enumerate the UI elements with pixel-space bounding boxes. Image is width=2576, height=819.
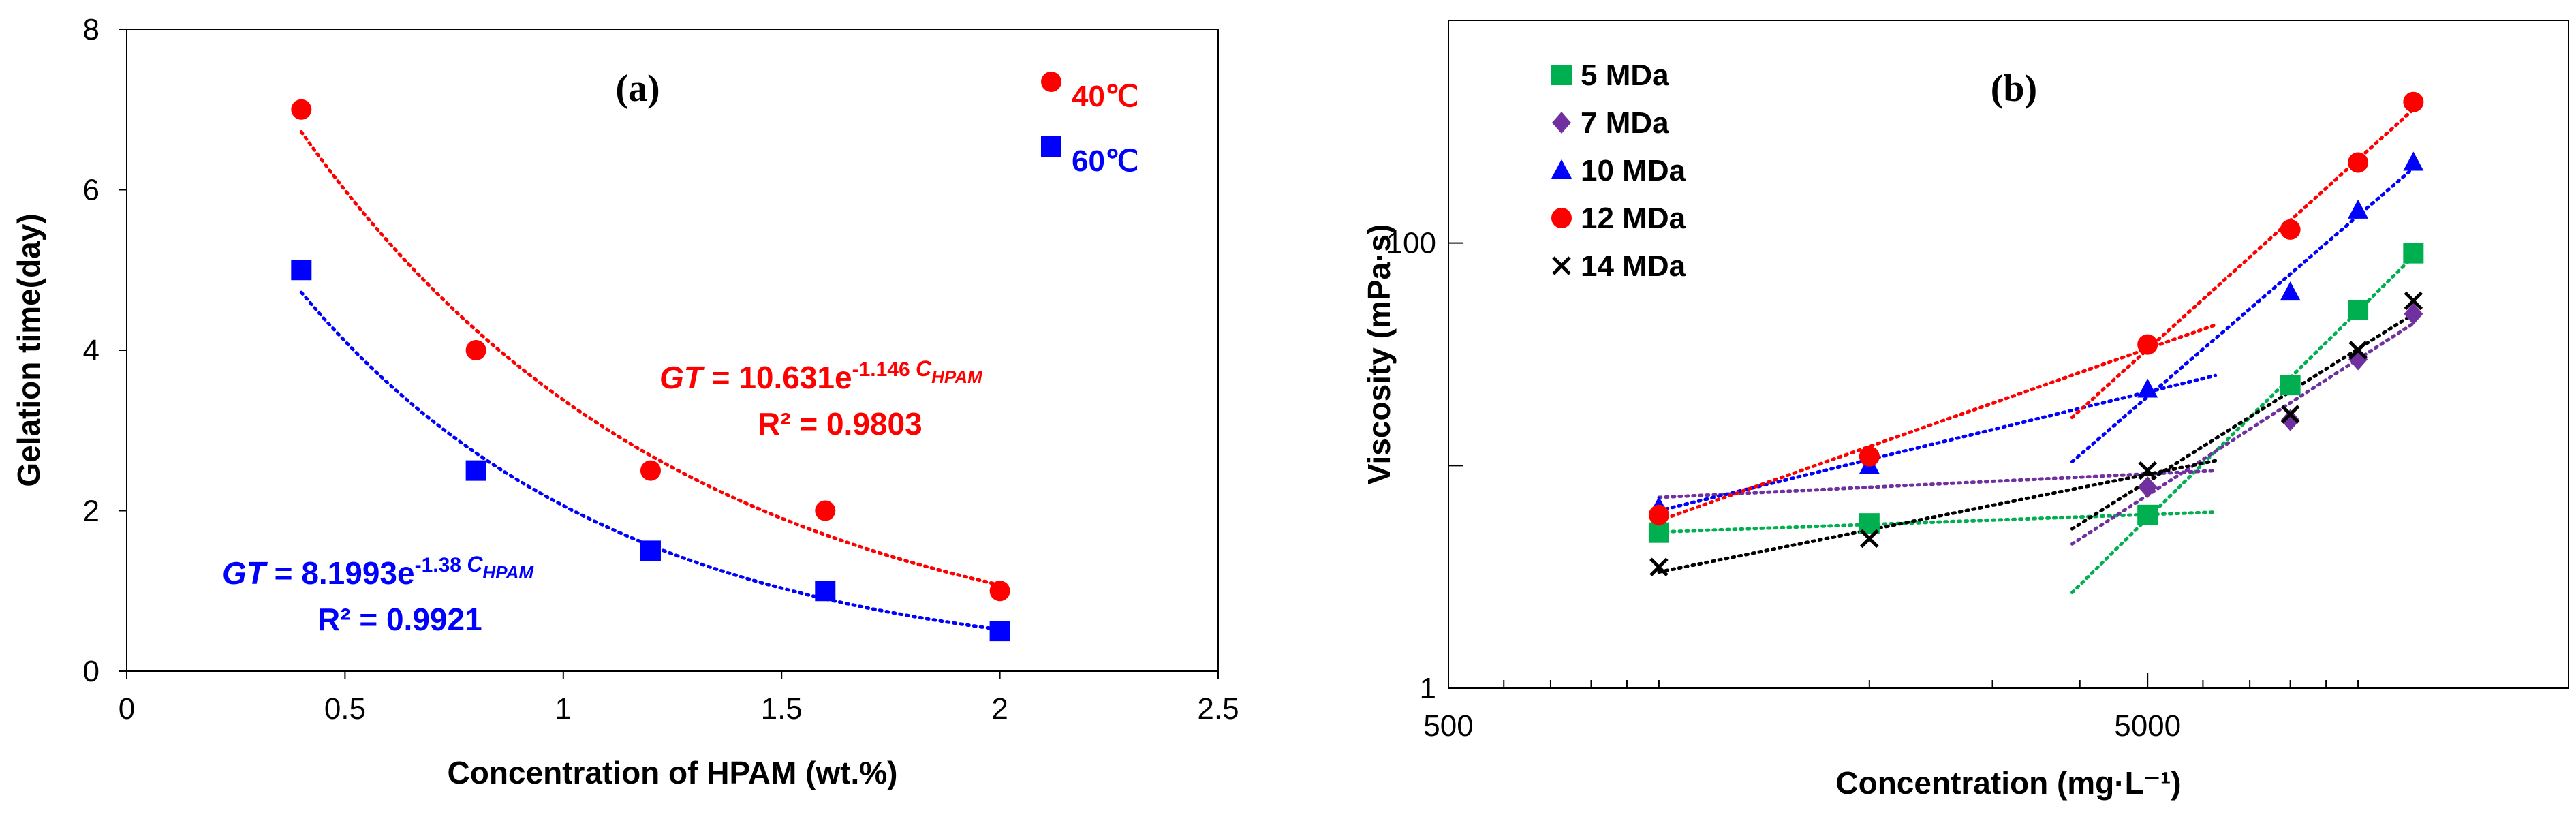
y-tick-label: 100	[1386, 227, 1436, 260]
legend-marker	[1551, 208, 1572, 228]
equation-variable: GT	[222, 555, 268, 591]
legend-marker	[1551, 159, 1572, 179]
data-point-7-mda	[2348, 348, 2368, 371]
y-tick-label: 0	[83, 655, 99, 688]
fit-equation: GT = 8.1993e-1.38 CHPAM	[222, 552, 534, 591]
data-point-60c	[465, 460, 486, 481]
equation-exponent-variable: C	[467, 552, 483, 576]
data-point-5-mda	[2348, 300, 2369, 321]
data-point-12-mda	[2280, 219, 2301, 240]
y-tick-label: 4	[83, 334, 99, 367]
data-point-5-mda	[2280, 375, 2301, 396]
data-point-12-mda	[2403, 91, 2424, 112]
x-axis-label: Concentration (mg·L⁻¹)	[1835, 765, 2181, 801]
legend-label: 60℃	[1072, 144, 1138, 178]
data-point-12-mda	[1648, 504, 1669, 525]
panel-a-chart: 0 0.5 1 1.5 2 2.5 0 2 4 6 8 Concentration of HPAM (…	[11, 13, 1239, 790]
x-tick-label: 5000	[2114, 709, 2181, 743]
legend-label: 12 MDa	[1581, 202, 1686, 235]
equation-exponent: -1.146	[852, 358, 916, 381]
data-point-40c	[640, 460, 661, 481]
data-point-12-mda	[2348, 152, 2369, 173]
data-point-40c	[465, 340, 486, 360]
trend-line	[1657, 459, 2218, 574]
equation-exponent-subscript: HPAM	[482, 562, 534, 583]
data-point-60c	[989, 621, 1010, 642]
data-point-7-mda	[2404, 303, 2423, 325]
panel-title: (b)	[1991, 67, 2037, 110]
data-point-7-mda	[2280, 409, 2300, 431]
legend-label: 7 MDa	[1581, 106, 1669, 140]
trend-line	[1657, 323, 2218, 523]
trend-line	[1657, 510, 2218, 534]
data-point-10-mda	[2348, 199, 2369, 219]
equation-exponent-variable: C	[916, 356, 932, 381]
data-point-60c	[291, 260, 312, 281]
y-axis-label: Gelation time(day)	[11, 213, 46, 486]
equation-exponent-subscript: HPAM	[931, 367, 983, 387]
data-point-14-mda	[1649, 557, 1669, 577]
data-point-40c	[815, 500, 836, 521]
data-point-7-mda	[2138, 476, 2158, 498]
data-point-60c	[815, 581, 836, 602]
trend-line	[1657, 469, 2218, 499]
legend-marker	[1552, 256, 1571, 275]
equation-variable: GT	[659, 360, 706, 395]
data-point-14-mda	[2138, 461, 2157, 480]
legend-marker	[1551, 65, 1572, 85]
data-point-10-mda	[2403, 151, 2424, 171]
y-tick-label: 2	[83, 495, 99, 528]
data-point-14-mda	[2404, 291, 2423, 311]
data-point-14-mda	[2280, 405, 2300, 424]
data-point-14-mda	[1860, 529, 1879, 548]
equation-body: = 10.631e	[703, 360, 852, 395]
r-squared-label: R² = 0.9803	[758, 406, 922, 442]
legend-label: 5 MDa	[1581, 59, 1669, 92]
r-squared-label: R² = 0.9921	[317, 602, 482, 637]
legend-marker	[1041, 72, 1061, 92]
y-axis-label: Viscosity (mPa·s)	[1361, 224, 1397, 485]
data-point-5-mda	[2403, 243, 2424, 264]
x-tick-label: 500	[1423, 709, 1473, 743]
legend-label: 14 MDa	[1581, 249, 1686, 283]
panel-title: (a)	[615, 67, 659, 110]
x-tick-label: 0	[119, 692, 135, 726]
data-point-5-mda	[2137, 504, 2158, 525]
data-point-12-mda	[1859, 446, 1880, 467]
trend-line	[2070, 254, 2415, 595]
equation-exponent: -1.38	[415, 554, 467, 576]
equation-body: = 8.1993e	[266, 555, 415, 591]
y-tick-label: 8	[83, 13, 99, 46]
legend-label: 40℃	[1072, 80, 1138, 113]
y-tick-label: 1	[1420, 672, 1436, 705]
data-point-40c	[291, 99, 312, 120]
fit-equation: GT = 10.631e-1.146 CHPAM	[659, 356, 983, 395]
data-point-40c	[989, 581, 1010, 602]
data-point-10-mda	[2137, 378, 2158, 398]
x-axis-label: Concentration of HPAM (wt.%)	[448, 755, 898, 790]
trend-line	[2070, 322, 2415, 546]
trend-line-40c	[299, 130, 1002, 587]
legend-marker	[1552, 112, 1571, 134]
data-point-14-mda	[2348, 341, 2368, 360]
y-tick-label: 6	[83, 174, 99, 207]
legend-marker	[1041, 136, 1061, 157]
x-tick-label: 0.5	[324, 692, 366, 726]
panel-b-chart: 500 5000 1 100 Concentration (mg·L⁻¹) Viscosi…	[1361, 20, 2569, 801]
x-tick-label: 1.5	[761, 692, 803, 726]
x-tick-label: 2.5	[1197, 692, 1239, 726]
data-point-60c	[640, 540, 661, 561]
data-point-10-mda	[2280, 281, 2301, 301]
plot-frame	[1448, 20, 2569, 689]
data-point-12-mda	[2137, 334, 2158, 355]
x-tick-label: 2	[991, 692, 1008, 726]
x-tick-label: 1	[555, 692, 572, 726]
legend-label: 10 MDa	[1581, 154, 1686, 187]
